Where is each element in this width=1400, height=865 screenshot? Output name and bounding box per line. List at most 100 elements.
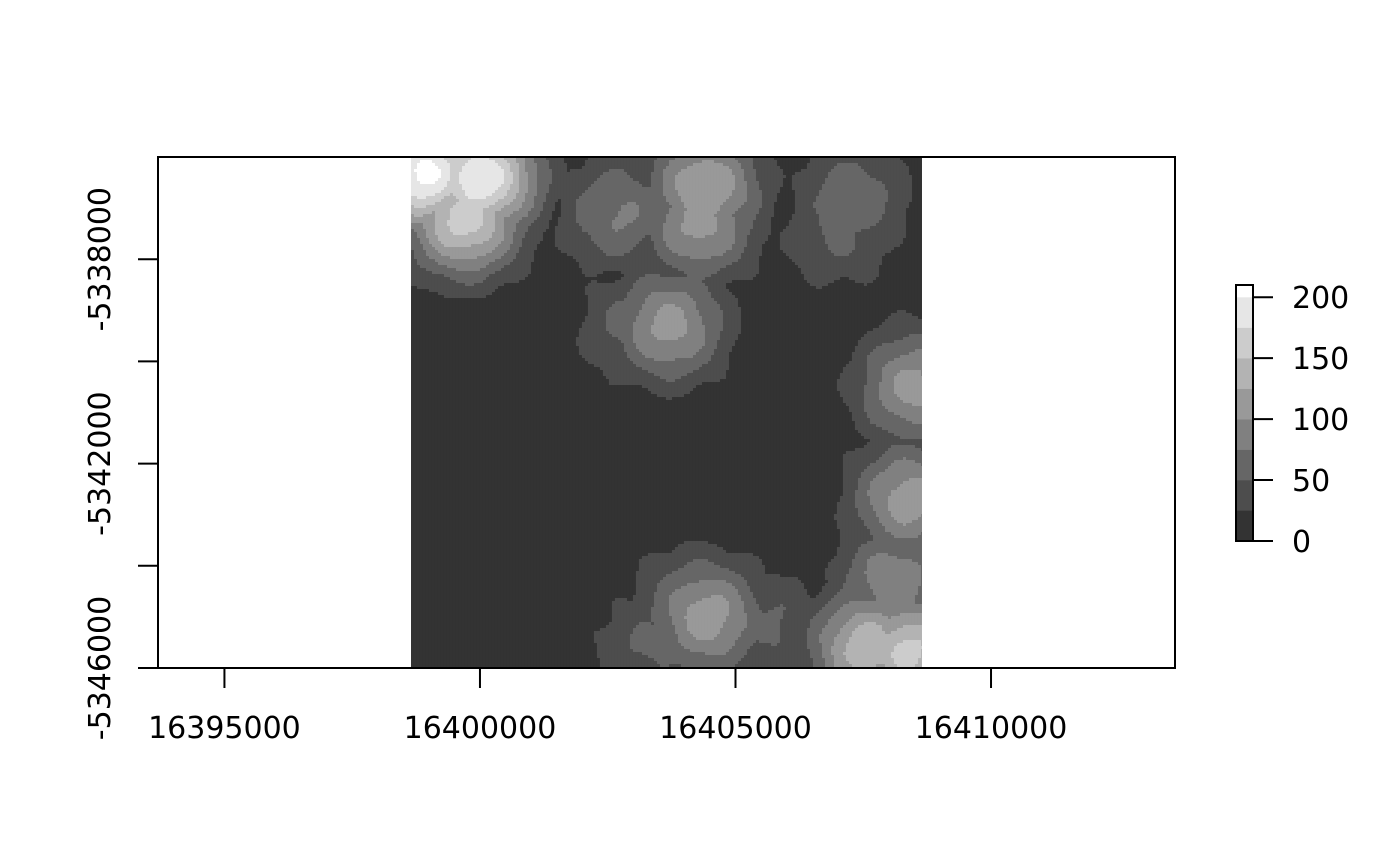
raster-cell [495,223,499,227]
raster-cell [801,208,805,212]
raster-cell [570,205,574,209]
raster-cell [615,181,619,185]
raster-cell [603,166,607,170]
raster-cell [606,205,610,209]
raster-cell [804,178,808,182]
raster-cell [798,235,802,239]
raster-cell [720,181,724,185]
raster-cell [519,187,523,191]
raster-cell [777,172,781,176]
raster-cell [837,208,841,212]
raster-cell [504,184,508,188]
raster-cell [522,211,526,215]
raster-cell [798,163,802,167]
raster-cell [489,190,493,194]
raster-cell [738,202,742,206]
raster-cell [627,196,631,200]
raster-cell [885,202,889,206]
raster-cell [732,211,736,215]
raster-cell [789,193,793,197]
raster-cell [876,175,880,179]
raster-cell [849,187,853,191]
raster-cell [462,187,466,191]
raster-cell [810,178,814,182]
raster-cell [852,229,856,233]
raster-cell [483,220,487,224]
raster-cell [891,232,895,236]
raster-cell [825,205,829,209]
raster-cell [780,181,784,185]
raster-cell [636,223,640,227]
raster-cell [834,211,838,215]
raster-cell [633,235,637,239]
raster-cell [681,232,685,236]
raster-cell [639,196,643,200]
raster-cell [639,199,643,203]
raster-cell [774,199,778,203]
raster-cell [663,175,667,179]
raster-cell [432,244,436,248]
raster-cell [699,214,703,218]
raster-cell [726,163,730,167]
raster-cell [483,202,487,206]
raster-cell [852,175,856,179]
raster-cell [837,241,841,245]
raster-cell [663,220,667,224]
raster-cell [486,217,490,221]
raster-cell [789,226,793,230]
raster-cell [489,214,493,218]
raster-cell [816,181,820,185]
raster-cell [456,208,460,212]
raster-cell [912,160,916,164]
raster-cell [897,181,901,185]
raster-cell [672,193,676,197]
raster-cell [540,220,544,224]
raster-cell [450,244,454,248]
raster-cell [813,193,817,197]
raster-cell [444,202,448,206]
raster-cell [651,238,655,242]
raster-cell [591,211,595,215]
raster-cell [426,175,430,179]
raster-cell [450,223,454,227]
raster-cell [921,202,925,206]
raster-cell [615,166,619,170]
raster-cell [429,187,433,191]
raster-cell [630,193,634,197]
raster-cell [435,172,439,176]
raster-cell [753,199,757,203]
raster-cell [918,223,922,227]
raster-cell [498,223,502,227]
raster-cell [687,199,691,203]
raster-cell [474,226,478,230]
raster-cell [555,193,559,197]
raster-cell [879,208,883,212]
raster-cell [474,220,478,224]
raster-cell [825,214,829,218]
raster-cell [822,184,826,188]
raster-cell [846,226,850,230]
raster-cell [630,241,634,245]
raster-cell [591,172,595,176]
raster-cell [759,163,763,167]
raster-cell [846,184,850,188]
raster-cell [636,232,640,236]
raster-cell [786,193,790,197]
raster-cell [783,223,787,227]
raster-cell [576,190,580,194]
raster-cell [831,229,835,233]
raster-cell [831,220,835,224]
raster-cell [690,202,694,206]
raster-cell [507,238,511,242]
raster-cell [816,220,820,224]
raster-cell [798,208,802,212]
raster-cell [549,208,553,212]
raster-cell [435,232,439,236]
raster-cell [525,241,529,245]
raster-cell [663,160,667,164]
raster-cell [648,166,652,170]
raster-cell [429,220,433,224]
raster-cell [909,238,913,242]
raster-cell [744,205,748,209]
raster-cell [480,214,484,218]
